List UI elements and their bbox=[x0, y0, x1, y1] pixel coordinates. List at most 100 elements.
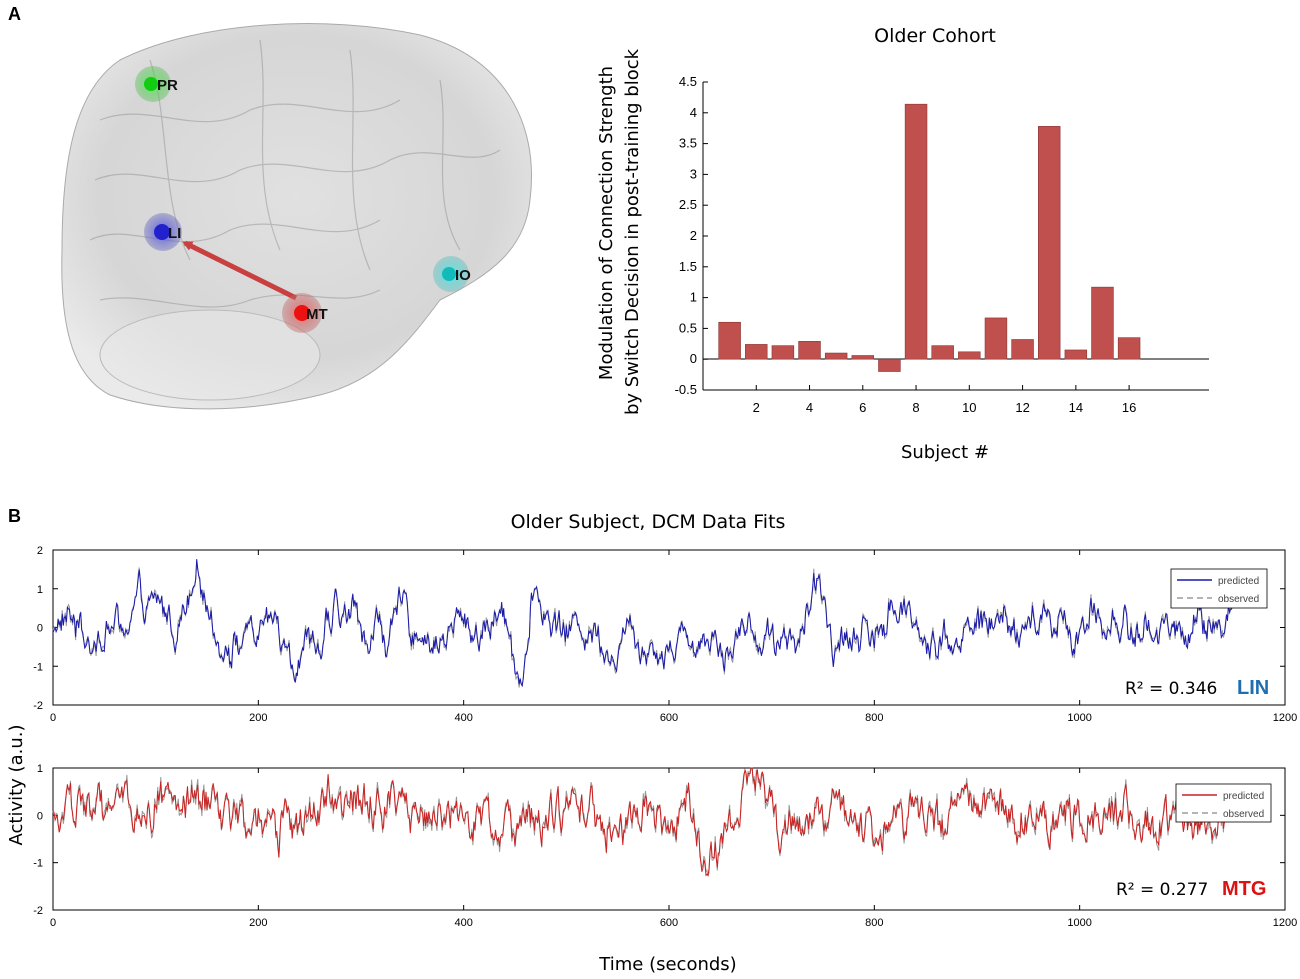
bar-chart: Older Cohort Modulation of Connection St… bbox=[596, 25, 1209, 463]
bar-subject-5 bbox=[824, 352, 848, 360]
bar-ytick-label: 1.5 bbox=[679, 259, 697, 274]
mtg-predicted-line bbox=[52, 767, 1234, 877]
fits-title: Older Subject, DCM Data Fits bbox=[511, 511, 786, 533]
bar-subject-1 bbox=[718, 321, 741, 360]
ts-xtick-label: 1200 bbox=[1273, 917, 1297, 929]
bar-xtick-label: 6 bbox=[859, 400, 866, 415]
lin-region-label: LIN bbox=[1237, 677, 1269, 699]
bar-ytick-label: -0.5 bbox=[675, 382, 697, 397]
ts-ytick-label: 0 bbox=[37, 810, 43, 822]
mtg-r2: R² = 0.277 bbox=[1116, 880, 1208, 900]
node-li: LI bbox=[144, 213, 182, 251]
lin-legend: predicted observed bbox=[1170, 568, 1268, 609]
mtg-legend: predicted observed bbox=[1175, 783, 1272, 823]
ts-ytick-label: -2 bbox=[33, 700, 43, 712]
mtg-region-label: MTG bbox=[1222, 878, 1266, 900]
bar-ytick-label: 2 bbox=[690, 228, 697, 243]
bar-subject-16 bbox=[1117, 337, 1141, 360]
mtg-plot-frame bbox=[52, 767, 1286, 911]
lin-observed-line bbox=[52, 561, 1234, 688]
node-mt: MT bbox=[282, 293, 328, 333]
ts-xtick-label: 600 bbox=[660, 917, 678, 929]
bar-ytick-label: 4 bbox=[690, 105, 697, 120]
node-mt-label: MT bbox=[306, 306, 328, 323]
ts-ytick-label: -1 bbox=[33, 661, 43, 673]
bar-subject-4 bbox=[798, 341, 821, 360]
bar-subject-10 bbox=[958, 351, 981, 360]
shared-ylabel: Activity (a.u.) bbox=[6, 725, 27, 846]
bar-ytick-label: 3.5 bbox=[679, 136, 697, 151]
brain-render: PR LI IO MT bbox=[61, 23, 532, 410]
bar-xtick-label: 2 bbox=[753, 400, 760, 415]
node-pr-label: PR bbox=[157, 77, 178, 94]
ts-xtick-label: 400 bbox=[454, 712, 472, 724]
ts-ytick-label: 2 bbox=[37, 545, 43, 557]
lin-legend-predicted: predicted bbox=[1218, 576, 1259, 587]
bar-ytick-label: 2.5 bbox=[679, 197, 697, 212]
bar-subject-8 bbox=[904, 103, 928, 360]
bar-ytick-label: 3 bbox=[690, 166, 697, 181]
bar-subject-12 bbox=[1011, 339, 1034, 360]
panel-a-label: A bbox=[8, 4, 21, 24]
ts-xtick-label: 800 bbox=[865, 712, 883, 724]
bar-subject-2 bbox=[745, 344, 768, 360]
ts-xtick-label: 0 bbox=[50, 917, 56, 929]
brain-texture bbox=[89, 39, 501, 308]
bar-subject-6 bbox=[851, 355, 875, 360]
bar-subject-11 bbox=[984, 317, 1008, 360]
connection-arrow bbox=[182, 240, 298, 301]
bar-xtick-label: 4 bbox=[806, 400, 813, 415]
lin-r2: R² = 0.346 bbox=[1125, 679, 1217, 699]
bar-ytick-label: 1 bbox=[690, 290, 697, 305]
bar-xtick-label: 12 bbox=[1015, 400, 1029, 415]
lin-legend-observed: observed bbox=[1218, 594, 1259, 605]
bar-xtick-label: 14 bbox=[1069, 400, 1083, 415]
ts-ytick-label: 0 bbox=[37, 623, 43, 635]
bar-subject-3 bbox=[771, 345, 795, 360]
node-li-label: LI bbox=[168, 225, 181, 242]
bar-xtick-label: 16 bbox=[1122, 400, 1136, 415]
bar-chart-title: Older Cohort bbox=[874, 25, 996, 47]
lin-predicted-line bbox=[52, 559, 1234, 688]
bar-chart-yticks: -0.5 0 0.5 1 1.5 2 2.5 3 3.5 4 4.5 bbox=[675, 74, 708, 397]
bar-ytick-label: 0.5 bbox=[679, 320, 697, 335]
ts-xtick-label: 0 bbox=[50, 712, 56, 724]
bar-xtick-label: 10 bbox=[962, 400, 976, 415]
ts-ytick-label: 1 bbox=[37, 763, 43, 775]
ts-xtick-label: 200 bbox=[249, 712, 267, 724]
ts-xtick-label: 200 bbox=[249, 917, 267, 929]
ts-xtick-label: 800 bbox=[865, 917, 883, 929]
bar-subject-15 bbox=[1091, 286, 1114, 360]
mtg-legend-predicted: predicted bbox=[1223, 791, 1264, 802]
bar-xtick-label: 8 bbox=[912, 400, 919, 415]
lin-plot: 0 200 400 600 800 1000 1200 -2 -1 0 1 2 predicted o… bbox=[33, 545, 1297, 724]
bar-subject-9 bbox=[931, 345, 954, 360]
bar-ytick-label: 4.5 bbox=[679, 74, 697, 89]
ts-ytick-label: -1 bbox=[33, 858, 43, 870]
lin-plot-ticks: 0 200 400 600 800 1000 1200 -2 -1 0 1 2 bbox=[33, 545, 1297, 724]
bar-subject-14 bbox=[1064, 349, 1088, 360]
ts-xtick-label: 1000 bbox=[1067, 712, 1091, 724]
ts-xtick-label: 400 bbox=[454, 917, 472, 929]
bar-ytick-label: 0 bbox=[690, 351, 697, 366]
node-io: IO bbox=[433, 256, 471, 292]
cerebellum bbox=[99, 309, 321, 401]
bar-subject-13 bbox=[1037, 126, 1061, 360]
bar-chart-ylabel-line1: Modulation of Connection Strength bbox=[596, 66, 617, 380]
ts-ytick-label: -2 bbox=[33, 905, 43, 917]
ts-xtick-label: 1000 bbox=[1067, 917, 1091, 929]
bar-chart-xlabel: Subject # bbox=[901, 442, 989, 463]
node-io-label: IO bbox=[455, 267, 471, 284]
bar-subject-7 bbox=[878, 358, 901, 372]
ts-xtick-label: 600 bbox=[660, 712, 678, 724]
panel-b-label: B bbox=[8, 506, 21, 526]
lin-plot-frame bbox=[52, 549, 1286, 706]
ts-ytick-label: 1 bbox=[37, 584, 43, 596]
shared-xlabel: Time (seconds) bbox=[598, 954, 736, 975]
ts-xtick-label: 1200 bbox=[1273, 712, 1297, 724]
bar-chart-ylabel-line2: by Switch Decision in post-training bloc… bbox=[622, 48, 643, 415]
mtg-legend-observed: observed bbox=[1223, 809, 1264, 820]
bar-chart-bars bbox=[718, 103, 1141, 372]
bar-chart-xticks: 2 4 6 8 10 12 14 16 bbox=[753, 385, 1136, 415]
